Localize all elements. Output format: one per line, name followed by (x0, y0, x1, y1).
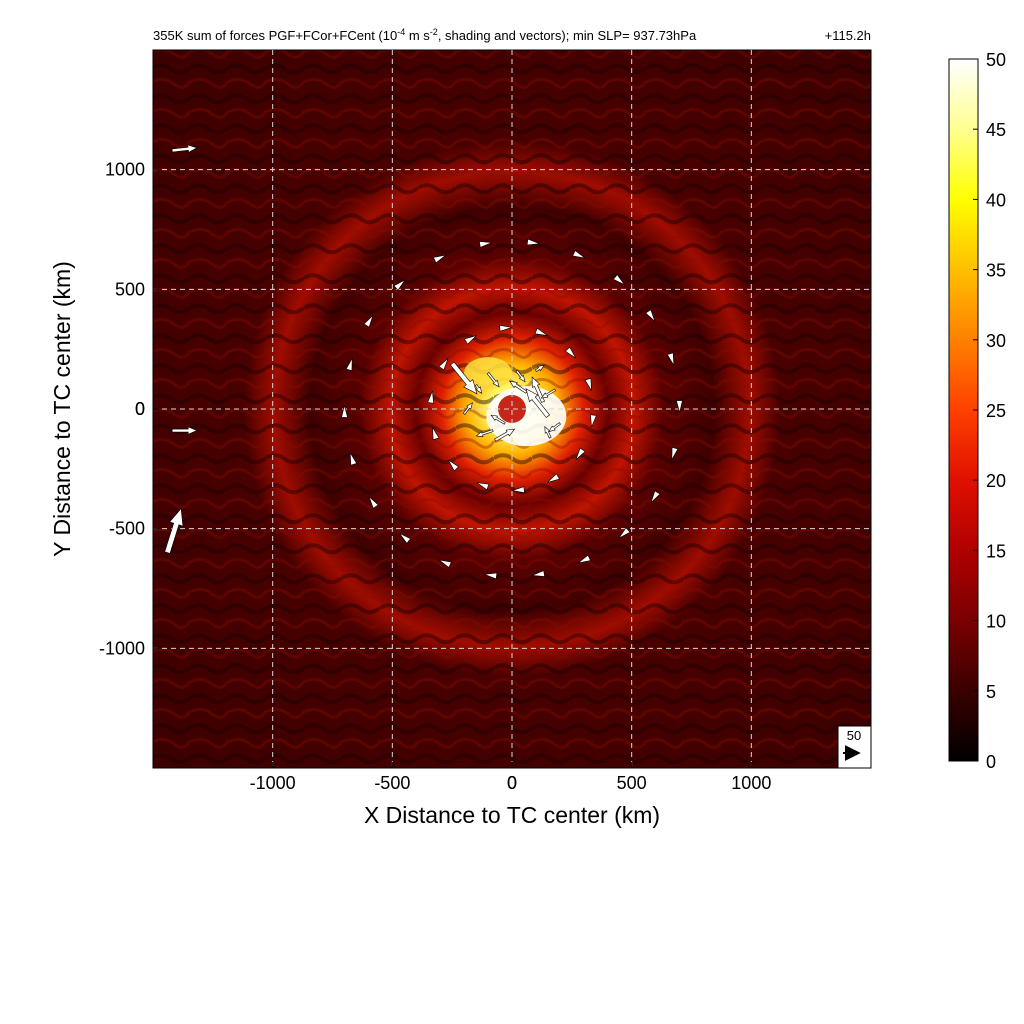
force-vector (476, 482, 490, 491)
force-vector (164, 507, 184, 554)
x-tick-label: 500 (617, 773, 647, 793)
force-vectors (164, 144, 683, 580)
x-axis-label: X Distance to TC center (km) (364, 802, 660, 828)
force-vector (486, 371, 500, 388)
x-tick-label: 0 (507, 773, 517, 793)
force-vector (650, 490, 661, 503)
y-tick-label: 0 (135, 399, 145, 419)
force-vector (531, 376, 545, 403)
force-vector (345, 358, 353, 372)
y-axis-label: Y Distance to TC center (km) (49, 261, 75, 557)
force-vector (578, 554, 591, 564)
reference-vector-label: 50 (847, 728, 861, 743)
x-tick-label: -1000 (250, 773, 296, 793)
force-vector (464, 335, 477, 345)
force-vector (671, 446, 679, 460)
force-vector (432, 427, 440, 441)
force-vector (512, 486, 525, 494)
chart-title: 355K sum of forces PGF+FCor+FCent (10-4 … (153, 27, 697, 43)
force-vector (509, 380, 528, 394)
colorbar-tick-label: 10 (986, 612, 1006, 632)
force-vector (666, 352, 675, 366)
x-tick-label: 0 (507, 773, 517, 793)
colorbar-tick-label: 20 (986, 471, 1006, 491)
force-vector (474, 384, 483, 394)
y-tick-label: 500 (115, 279, 145, 299)
y-tick-label: -1000 (99, 638, 145, 658)
force-vector (515, 369, 526, 383)
force-vector (499, 324, 512, 332)
force-vector (676, 400, 683, 413)
force-vector (484, 572, 498, 580)
force-vector (534, 327, 548, 336)
force-vector (363, 315, 374, 328)
force-vector (427, 390, 434, 404)
force-vector (171, 426, 198, 435)
chart-time-label: +115.2h (825, 28, 871, 43)
force-vector (525, 388, 551, 418)
force-vector (612, 274, 625, 285)
grid (153, 50, 871, 768)
force-vector (341, 405, 348, 418)
force-vector (540, 388, 557, 399)
force-vector (349, 452, 358, 466)
x-tick-label: -500 (374, 773, 410, 793)
force-vector (590, 414, 597, 428)
colorbar-tick-label: 25 (986, 401, 1006, 421)
force-vector (449, 361, 478, 395)
force-vector (526, 238, 540, 246)
force-vector (548, 422, 561, 433)
force-vector (645, 309, 656, 322)
y-tick-label: -500 (109, 519, 145, 539)
colorbar-tick-label: 35 (986, 261, 1006, 281)
force-vector (534, 364, 545, 372)
force-vector (448, 459, 460, 472)
force-vector (438, 358, 449, 371)
colorbar-tick-label: 40 (986, 190, 1006, 210)
force-vector (438, 559, 452, 569)
force-vector (393, 279, 406, 291)
y-tick-label: 1000 (105, 160, 145, 180)
force-vector (171, 144, 198, 153)
y-tick-label: 0 (135, 399, 145, 419)
force-vector (494, 428, 516, 442)
force-vector (368, 496, 379, 509)
colorbar-tick-label: 15 (986, 541, 1006, 561)
force-vector (584, 377, 592, 391)
colorbar-tick-label: 30 (986, 331, 1006, 351)
force-vector (532, 570, 545, 577)
colorbar-tick-label: 45 (986, 120, 1006, 140)
colorbar-tick-label: 5 (986, 682, 996, 702)
force-vector (575, 447, 586, 460)
x-tick-label: 1000 (731, 773, 771, 793)
force-vector (433, 254, 446, 264)
reference-vector-key: 50 (837, 725, 872, 769)
force-vector (399, 533, 412, 544)
force-vector (479, 241, 492, 248)
force-vector (547, 473, 560, 483)
eye (498, 395, 526, 423)
colorbar-tick-label: 0 (986, 752, 996, 772)
force-vector (564, 346, 576, 359)
colorbar-tick-label: 50 (986, 50, 1006, 70)
force-vector (618, 527, 631, 539)
force-vector (572, 249, 586, 259)
force-vector (475, 429, 494, 437)
force-vector (490, 414, 506, 425)
colorbar: 0 5 10 15 20 25 30 35 40 45 50 (948, 50, 1006, 772)
force-vector (462, 402, 473, 415)
